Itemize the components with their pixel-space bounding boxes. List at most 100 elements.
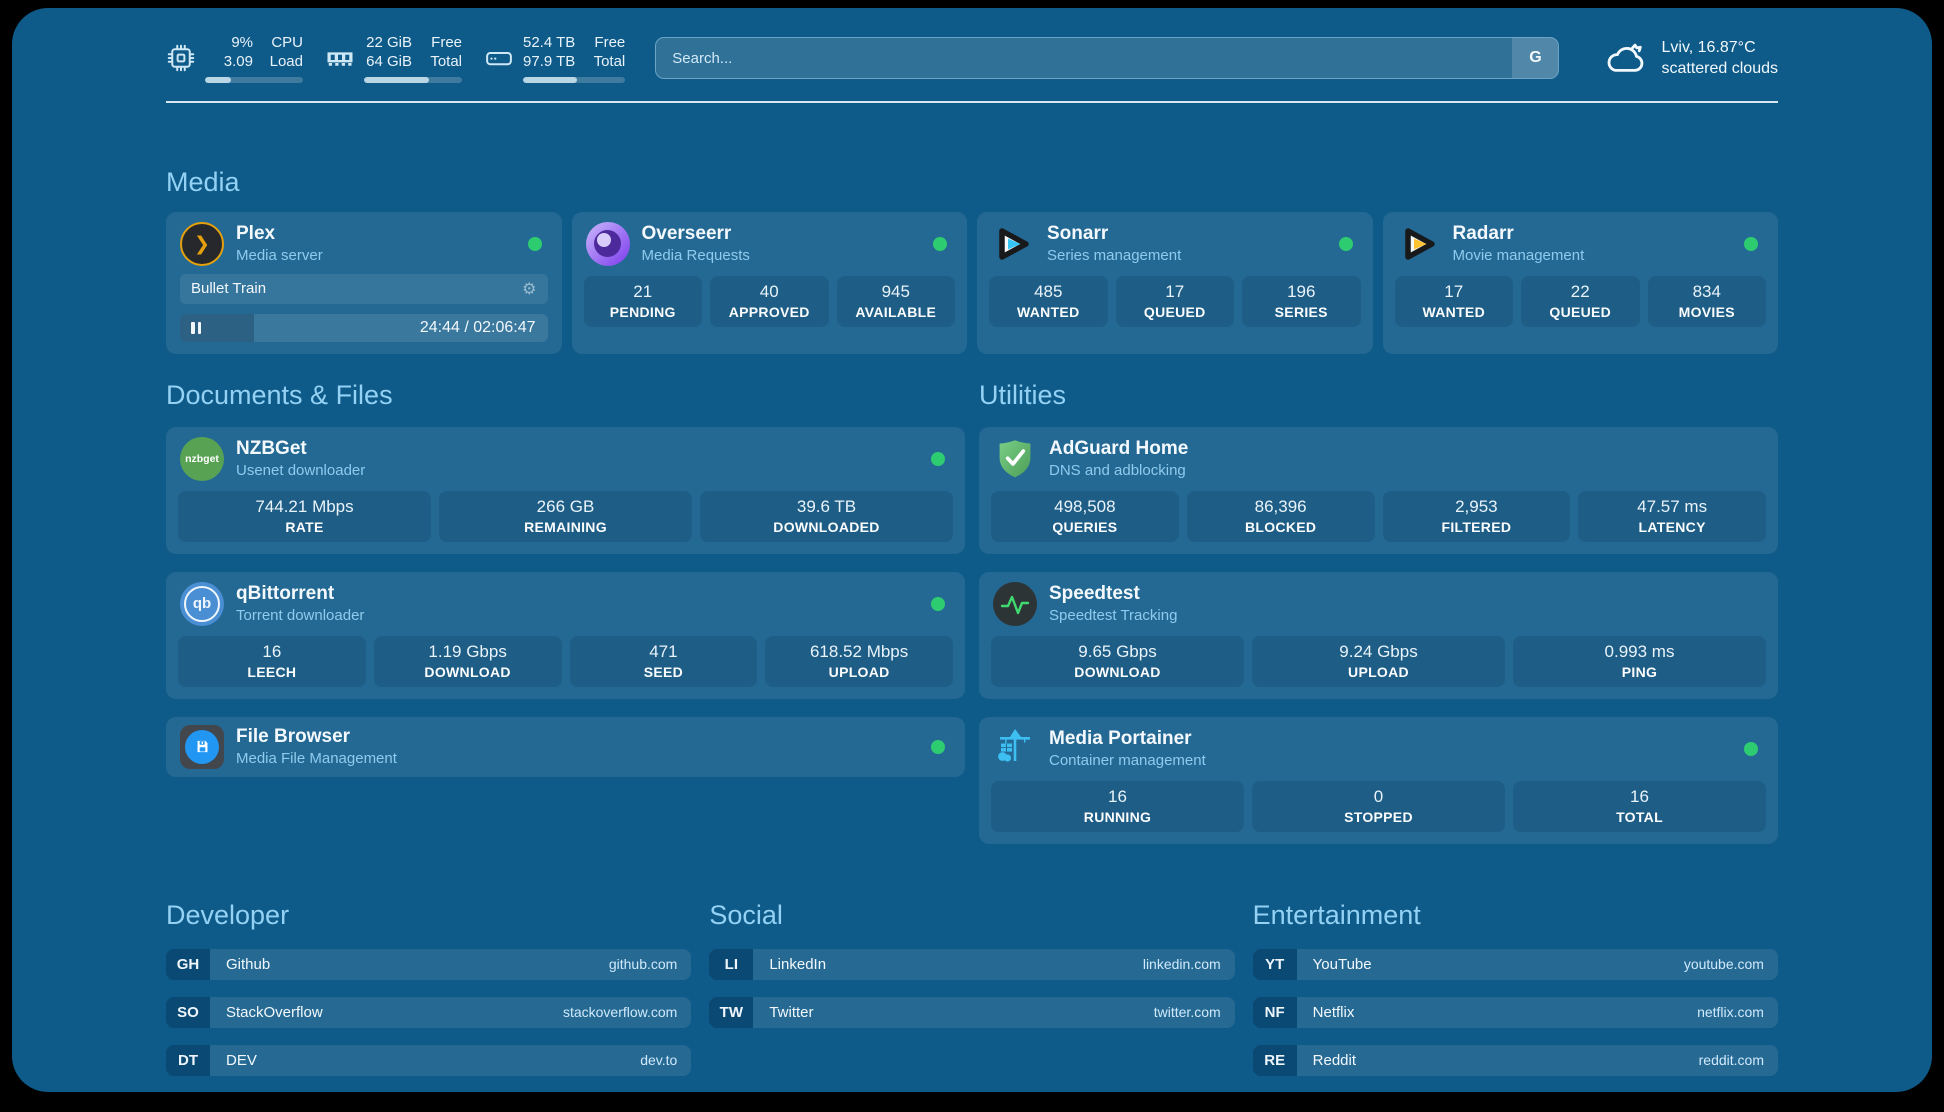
bookmark-dev[interactable]: DT DEV dev.to xyxy=(166,1044,692,1076)
bookmark-group-entertainment: Entertainment YT YouTube youtube.com NF N… xyxy=(1252,899,1778,1093)
bookmark-abbr: RE xyxy=(1252,1044,1297,1076)
stat-box: 744.21 Mbps RATE xyxy=(178,490,431,542)
bookmark-reddit[interactable]: RE Reddit reddit.com xyxy=(1252,1044,1778,1076)
bookmark-name: Reddit xyxy=(1312,1051,1357,1069)
portainer-logo-icon xyxy=(993,727,1037,771)
bookmark-twitter[interactable]: TW Twitter twitter.com xyxy=(709,996,1235,1028)
search-engine-button[interactable]: G xyxy=(1512,38,1559,79)
bookmark-url: netflix.com xyxy=(1697,1004,1764,1020)
disk-free-value: 52.4 TB xyxy=(523,34,576,51)
app-card-plex[interactable]: ❯ Plex Media server Bullet Train ⚙ xyxy=(166,211,562,354)
stat-box: 618.52 Mbps UPLOAD xyxy=(765,635,953,687)
bookmark-abbr: GH xyxy=(166,948,210,980)
app-title: qBittorrent xyxy=(236,582,335,604)
bookmark-name: LinkedIn xyxy=(769,955,827,973)
header-divider xyxy=(166,100,1778,103)
stat-box: 86,396 BLOCKED xyxy=(1186,490,1375,542)
bookmark-url: linkedin.com xyxy=(1142,956,1221,972)
disk-total-label: Total xyxy=(593,52,626,70)
app-card-nzbget[interactable]: nzbget NZBGet Usenet downloader 744.21 M… xyxy=(166,426,965,554)
bookmark-stackoverflow[interactable]: SO StackOverflow stackoverflow.com xyxy=(166,996,692,1028)
plex-playback-time: 24:44 / 02:06:47 xyxy=(419,318,536,336)
bookmark-url: dev.to xyxy=(640,1052,678,1068)
memory-stat-widget: 22 GiB 64 GiB Free Total xyxy=(325,34,462,83)
plex-playback-progress[interactable]: 24:44 / 02:06:47 xyxy=(180,313,548,342)
load-label: Load xyxy=(269,52,303,70)
dashboard-window: 9% 3.09 CPU Load xyxy=(12,8,1932,1092)
app-title: Sonarr xyxy=(1047,222,1109,244)
stat-box: 39.6 TB DOWNLOADED xyxy=(700,490,953,542)
disk-icon xyxy=(486,52,512,66)
bookmark-url: stackoverflow.com xyxy=(562,1004,678,1020)
settings-gear-icon[interactable]: ⚙ xyxy=(522,278,537,298)
cpu-progress-bar xyxy=(205,76,303,83)
cpu-label: CPU xyxy=(271,34,303,51)
bookmark-group-social: Social LI LinkedIn linkedin.com TW Twitte… xyxy=(709,899,1235,1093)
bookmark-name: Github xyxy=(226,955,271,973)
status-online-dot xyxy=(931,596,945,611)
section-heading-entertainment: Entertainment xyxy=(1252,899,1421,930)
plex-now-playing-row: Bullet Train ⚙ xyxy=(180,273,548,304)
bookmark-abbr: SO xyxy=(166,996,210,1028)
app-title: File Browser xyxy=(236,725,351,747)
app-subtitle: Movie management xyxy=(1452,247,1585,265)
nzbget-logo-icon: nzbget xyxy=(180,436,224,481)
cpu-usage-value: 9% xyxy=(231,34,253,51)
weather-location-temp: Lviv, 16.87°C xyxy=(1661,38,1756,56)
weather-widget: Lviv, 16.87°C scattered clouds xyxy=(1603,37,1778,80)
app-card-adguard[interactable]: AdGuard Home DNS and adblocking 498,508 Q… xyxy=(979,426,1778,554)
cpu-load-value: 3.09 xyxy=(223,52,253,70)
memory-total-label: Total xyxy=(430,52,462,70)
bookmark-name: YouTube xyxy=(1312,955,1372,973)
bookmark-linkedin[interactable]: LI LinkedIn linkedin.com xyxy=(709,948,1235,980)
app-card-radarr[interactable]: Radarr Movie management 17 WANTED 22 QUEUE… xyxy=(1382,211,1778,354)
bookmark-youtube[interactable]: YT YouTube youtube.com xyxy=(1252,948,1778,980)
app-subtitle: Usenet downloader xyxy=(236,462,366,480)
bookmark-name: StackOverflow xyxy=(226,1003,323,1021)
weather-condition: scattered clouds xyxy=(1661,60,1778,78)
stat-box: 945 AVAILABLE xyxy=(836,275,955,327)
app-card-portainer[interactable]: Media Portainer Container management 16 R… xyxy=(979,716,1778,844)
stat-box: 471 SEED xyxy=(569,635,758,687)
status-online-dot xyxy=(1744,741,1758,756)
status-online-dot xyxy=(1338,236,1353,251)
stat-box: 498,508 QUERIES xyxy=(991,490,1179,542)
cloud-icon xyxy=(1608,43,1644,73)
app-card-filebrowser[interactable]: File Browser Media File Management xyxy=(166,716,965,777)
stat-box: 16 RUNNING xyxy=(991,780,1244,832)
search-bar: G xyxy=(655,37,1560,80)
stat-box: 0.993 ms PING xyxy=(1513,635,1766,687)
bookmark-netflix[interactable]: NF Netflix netflix.com xyxy=(1252,996,1778,1028)
app-title: AdGuard Home xyxy=(1049,437,1189,459)
app-card-overseerr[interactable]: Overseerr Media Requests 21 PENDING 40 APP… xyxy=(571,211,967,354)
status-online-dot xyxy=(933,236,947,251)
stat-box: 47.57 ms LATENCY xyxy=(1578,490,1766,542)
stat-box: 17 QUEUED xyxy=(1115,275,1234,327)
bookmark-url: twitter.com xyxy=(1153,1004,1221,1020)
filebrowser-logo-icon xyxy=(180,724,224,769)
app-card-speedtest[interactable]: Speedtest Speedtest Tracking 9.65 Gbps DO… xyxy=(979,571,1778,699)
stat-box: 2,953 FILTERED xyxy=(1382,490,1571,542)
bookmark-url: github.com xyxy=(608,956,678,972)
bookmark-github[interactable]: GH Github github.com xyxy=(166,948,692,980)
stat-box: 22 QUEUED xyxy=(1521,275,1640,327)
status-online-dot xyxy=(527,236,542,251)
cpu-icon xyxy=(167,45,195,72)
app-card-sonarr[interactable]: Sonarr Series management 485 WANTED 17 QUE… xyxy=(977,211,1373,354)
stat-box: 16 LEECH xyxy=(178,635,366,687)
stat-box: 40 APPROVED xyxy=(710,275,829,327)
bookmark-group-developer: Developer GH Github github.com SO StackOv… xyxy=(166,899,692,1093)
adguard-logo-icon xyxy=(993,437,1037,481)
memory-free-label: Free xyxy=(431,34,462,51)
bookmark-name: Netflix xyxy=(1312,1003,1355,1021)
app-card-qbittorrent[interactable]: qb qBittorrent Torrent downloader 16 LEEC… xyxy=(166,571,965,699)
bookmark-abbr: YT xyxy=(1252,948,1297,980)
section-heading-developer: Developer xyxy=(166,899,290,930)
header-bar: 9% 3.09 CPU Load xyxy=(166,8,1778,83)
search-input[interactable] xyxy=(655,37,1560,80)
pause-icon[interactable] xyxy=(191,321,201,334)
app-title: Plex xyxy=(236,222,276,244)
bookmark-url: reddit.com xyxy=(1698,1052,1764,1068)
bookmark-abbr: NF xyxy=(1252,996,1297,1028)
section-heading-social: Social xyxy=(709,899,783,930)
